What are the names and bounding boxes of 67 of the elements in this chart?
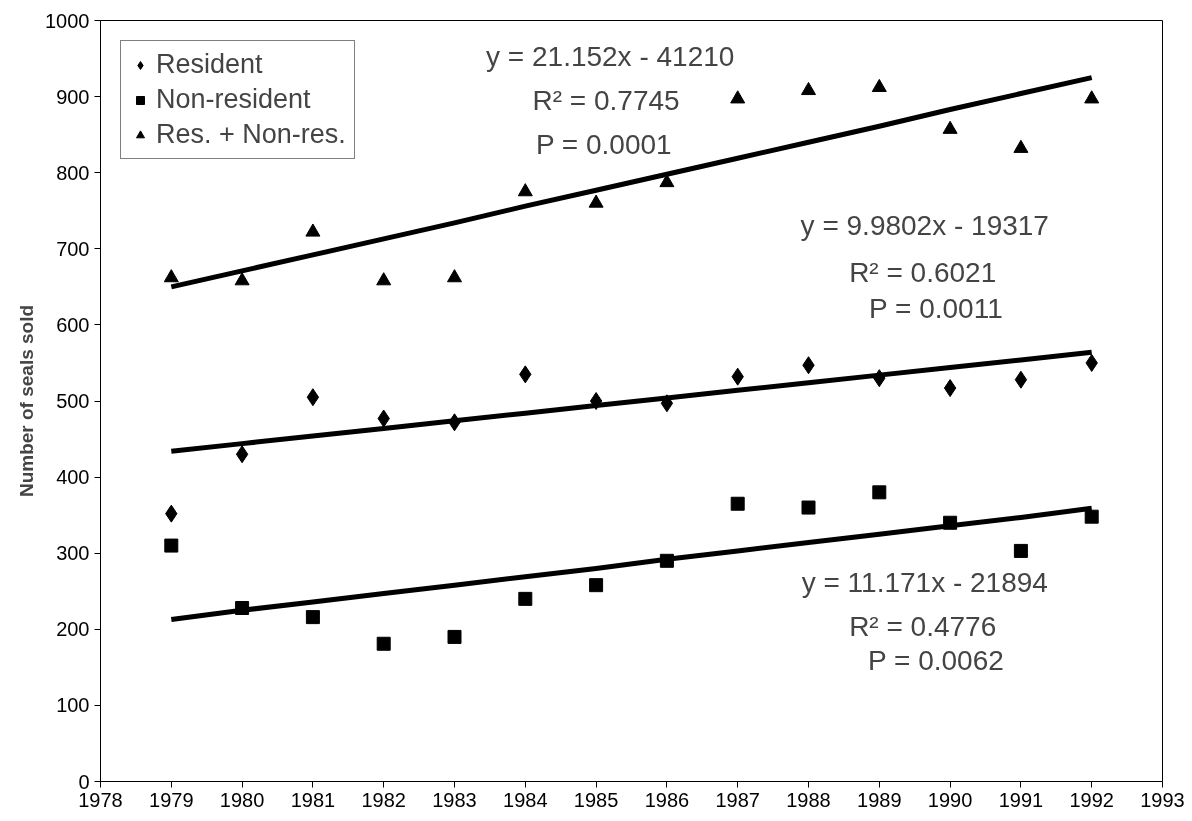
x-tick-label: 1992 xyxy=(1069,788,1114,811)
annotation: y = 11.171x - 21894 xyxy=(801,566,1048,598)
point xyxy=(376,636,391,651)
y-tick-label: 400 xyxy=(56,466,90,489)
annotation: P = 0.0001 xyxy=(535,129,672,161)
annotation: y = 21.152x - 41210 xyxy=(486,40,735,72)
x-tick-label: 1989 xyxy=(857,788,902,811)
point xyxy=(447,269,462,283)
point xyxy=(306,388,320,407)
point xyxy=(872,485,887,500)
annotation: R² = 0.4776 xyxy=(849,611,997,643)
point xyxy=(376,272,392,286)
legend-label: Res. + Non-res. xyxy=(156,119,346,150)
annotation: P = 0.0062 xyxy=(868,644,1004,676)
point xyxy=(235,445,249,464)
legend-label: Resident xyxy=(156,49,263,80)
x-tick-label: 1980 xyxy=(219,788,265,811)
x-tick-label: 1985 xyxy=(573,788,619,811)
point xyxy=(447,629,462,644)
x-tick-label: 1982 xyxy=(361,788,406,811)
y-tick-label: 700 xyxy=(56,237,90,260)
y-axis-title: Number of seals sold xyxy=(16,304,38,498)
point xyxy=(1084,509,1099,524)
point xyxy=(801,500,816,515)
point xyxy=(1013,543,1028,558)
y-tick-label: 100 xyxy=(56,694,90,717)
point xyxy=(518,591,533,606)
annotation: R² = 0.7745 xyxy=(532,84,680,116)
point xyxy=(659,174,675,188)
annotation: R² = 0.6021 xyxy=(849,256,997,288)
point xyxy=(942,120,958,134)
y-tick-label: 200 xyxy=(56,618,90,641)
point xyxy=(943,379,957,398)
x-tick-label: 1986 xyxy=(644,788,690,811)
point xyxy=(730,90,746,104)
x-tick-label: 1981 xyxy=(290,788,336,811)
point xyxy=(871,78,887,93)
x-tick-label: 1993 xyxy=(1140,788,1185,811)
x-tick-label: 1979 xyxy=(149,788,194,811)
point xyxy=(234,272,250,286)
point xyxy=(588,194,604,208)
y-tick-label: 1000 xyxy=(45,9,90,32)
y-tick-label: 300 xyxy=(56,542,90,565)
point xyxy=(589,578,604,593)
y-tick-label: 600 xyxy=(56,313,90,336)
x-tick-label: 1990 xyxy=(927,788,973,811)
annotation: y = 9.9802x - 19317 xyxy=(800,210,1049,242)
point xyxy=(164,538,179,553)
point xyxy=(1084,90,1100,104)
annotation: P = 0.0011 xyxy=(869,293,1003,325)
x-tick-label: 1991 xyxy=(998,788,1044,811)
point xyxy=(1014,370,1028,389)
y-tick-label: 500 xyxy=(56,390,90,412)
point xyxy=(517,183,533,197)
point xyxy=(730,496,745,511)
y-tick-label: 900 xyxy=(56,85,90,108)
point xyxy=(1013,139,1029,153)
x-tick-label: 1984 xyxy=(503,788,548,811)
y-tick-label: 800 xyxy=(56,161,90,184)
point xyxy=(305,223,321,237)
point xyxy=(801,81,816,96)
point xyxy=(163,269,179,283)
x-tick-label: 1983 xyxy=(432,788,477,811)
x-tick-label: 1987 xyxy=(715,788,760,811)
x-tick-label: 1988 xyxy=(786,788,831,811)
legend-label: Non-resident xyxy=(156,84,311,115)
point xyxy=(305,610,320,625)
